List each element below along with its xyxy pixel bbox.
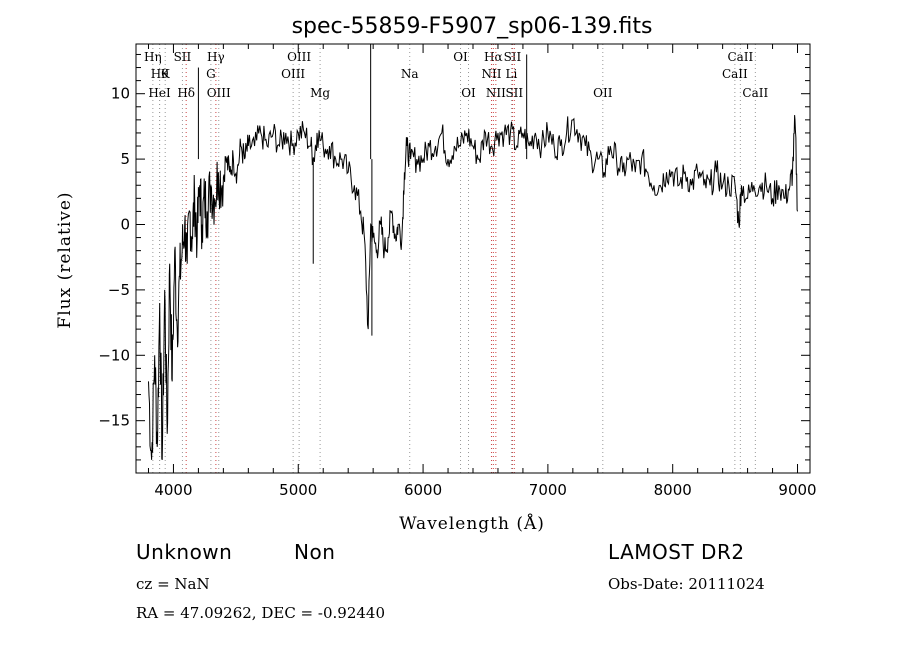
line-marker-label: CaII [727, 50, 753, 64]
object-class: Unknown [136, 540, 233, 564]
axes: 4000 5000 6000 7000 8000 9000 −15 −10 −5 0 5 10 [98, 43, 817, 499]
x-tick-label: 8000 [654, 481, 692, 499]
plot-frame [135, 43, 811, 474]
line-marker-label: OIII [207, 86, 231, 100]
y-tick-label: 5 [120, 150, 130, 168]
line-marker-label: K [161, 67, 171, 81]
y-tick-label: 10 [111, 85, 130, 103]
line-marker-label: OI [461, 86, 476, 100]
y-tick-label: 0 [120, 215, 130, 233]
chart-title: spec-55859-F5907_sp06-139.fits [292, 14, 653, 39]
spectrum-line [148, 115, 798, 461]
line-marker-label: SII [505, 86, 523, 100]
redshift-value: cz = NaN [136, 575, 210, 593]
line-marker-label: NII [481, 67, 501, 81]
line-marker-label: OI [453, 50, 468, 64]
line-marker-label: Li [506, 67, 518, 81]
y-tick-label: −5 [108, 281, 130, 299]
line-marker-label: Hα [484, 50, 503, 64]
x-tick-label: 5000 [279, 481, 317, 499]
object-subclass: Non [294, 540, 336, 564]
line-marker-label: Mg [310, 86, 330, 100]
line-marker-label: OIII [281, 67, 305, 81]
x-tick-label: 4000 [154, 481, 192, 499]
line-marker-label: CaII [742, 86, 768, 100]
y-tick-label: −10 [98, 346, 130, 364]
line-marker-label: HeI [148, 86, 171, 100]
line-marker-label: OIII [287, 50, 311, 64]
y-axis-label: Flux (relative) [55, 191, 75, 328]
spectrum-series [148, 44, 798, 461]
line-marker-label: CaII [722, 67, 748, 81]
survey-name: LAMOST DR2 [608, 540, 745, 564]
line-marker-label: Na [401, 67, 419, 81]
line-marker-label: SII [174, 50, 192, 64]
line-marker-label: Hδ [177, 86, 195, 100]
coordinates: RA = 47.09262, DEC = -0.92440 [136, 604, 385, 622]
x-tick-label: 9000 [778, 481, 816, 499]
line-marker-label: SII [504, 50, 522, 64]
line-marker-label: NII [486, 86, 506, 100]
line-marker-label: OII [593, 86, 613, 100]
x-axis-label: Wavelength (Å) [399, 513, 545, 534]
x-tick-label: 7000 [529, 481, 567, 499]
x-tick-label: 6000 [404, 481, 442, 499]
line-marker-label: G [206, 67, 216, 81]
line-marker-label: Hθ [151, 67, 169, 81]
line-marker-label: Hγ [207, 50, 225, 64]
line-marker-label: Hη [144, 50, 162, 64]
y-tick-label: −15 [98, 412, 130, 430]
observation-date: Obs-Date: 20111024 [608, 575, 765, 593]
